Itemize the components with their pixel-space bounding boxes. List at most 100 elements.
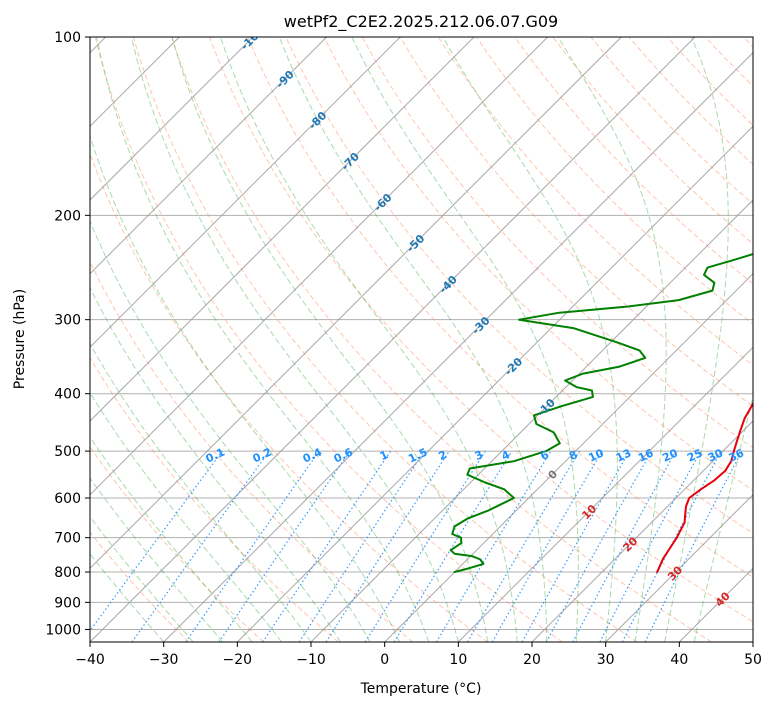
dry-adiabat (171, 37, 712, 642)
x-tick-label: 0 (380, 652, 389, 668)
isotherm-label: -70 (339, 150, 362, 173)
mixing-ratio-line (466, 450, 580, 642)
chart-title: wetPf2_C2E2.2025.212.06.07.G09 (284, 12, 558, 32)
dry-adiabat (90, 152, 488, 642)
x-tick-label: −40 (75, 652, 105, 668)
dry-adiabat (437, 37, 753, 366)
mixing-ratio-line (298, 450, 425, 642)
dry-adiabat (399, 37, 753, 407)
mixing-ratio-line (521, 450, 631, 642)
mixing-ratio-line (435, 450, 552, 642)
isotherm-line (605, 493, 753, 642)
moist-adiabat (90, 515, 194, 642)
moist-adiabat (351, 37, 579, 642)
moist-adiabat (90, 477, 223, 642)
isotherm-label: -50 (404, 232, 427, 255)
dry-adiabat (90, 260, 414, 642)
moist-adiabat (96, 37, 430, 642)
isotherm-label: -20 (502, 355, 525, 378)
plot-frame (89, 36, 754, 643)
isotherm-line (90, 37, 475, 422)
y-axis: 100 200 300 400 500 600 700 800 900 1000 (45, 30, 90, 638)
mixing-ratio-line (599, 450, 702, 642)
dry-adiabat (90, 531, 190, 642)
mixing-ratio-label: 20 (660, 446, 680, 464)
mixing-ratio-line (90, 450, 223, 632)
mixing-ratio-line (218, 450, 351, 642)
mixing-ratio-label: 3 (473, 448, 485, 463)
isotherm-label: -80 (306, 109, 329, 132)
dry-adiabat (132, 37, 638, 642)
y-tick-label: 500 (54, 444, 81, 460)
x-tick-label: 20 (523, 652, 541, 668)
mixing-ratio-label: 8 (567, 448, 579, 463)
mixing-ratio-line (325, 450, 450, 642)
isotherm-label: 10 (579, 502, 599, 522)
isotherm-line (90, 37, 401, 349)
temperature-profile-line (656, 401, 753, 573)
x-tick-label: −30 (149, 652, 179, 668)
dry-adiabat (285, 37, 753, 535)
moist-adiabat (90, 219, 371, 642)
dry-adiabat (743, 37, 753, 48)
moist-adiabat (664, 37, 729, 642)
x-tick-label: −20 (223, 652, 253, 668)
mixing-ratio-label: 16 (636, 446, 656, 464)
dry-adiabat (590, 37, 753, 205)
y-tick-label: 300 (54, 313, 81, 329)
mixing-ratio-label: 2 (437, 448, 449, 463)
mixing-ratio-label: 25 (685, 446, 704, 464)
mixing-ratio-label: 4 (500, 448, 513, 463)
isotherm-line (90, 37, 549, 496)
isotherm-line (678, 567, 753, 642)
y-tick-label: 400 (54, 387, 81, 403)
mixing-ratio-label: 0.1 (204, 446, 227, 466)
mixing-ratio-label: 1.5 (406, 446, 429, 466)
moist-adiabat (130, 37, 459, 642)
y-tick-label: 200 (54, 208, 81, 224)
mixing-ratio-line (491, 450, 603, 642)
mixing-ratio-label: 13 (614, 446, 633, 464)
mixing-ratio-label: 0.6 (332, 445, 355, 465)
moist-adiabat (442, 37, 618, 642)
dry-adiabat (361, 37, 753, 449)
y-tick-label: 700 (54, 531, 81, 547)
isotherm-label: -30 (469, 314, 492, 337)
mixing-ratio-line (545, 450, 653, 642)
isotherm-line (90, 37, 622, 570)
x-tick-label: 30 (597, 652, 615, 668)
y-tick-label: 1000 (45, 622, 81, 638)
isotherm-line (752, 641, 753, 642)
mixing-ratio-line (131, 450, 270, 642)
x-axis-title: Temperature (°C) (360, 681, 482, 697)
mixing-ratio-line (572, 450, 677, 642)
dewpoint-profile-line (449, 253, 753, 573)
dry-adiabat (552, 37, 753, 245)
moist-adiabat (693, 394, 753, 642)
moist-adiabat (90, 391, 282, 642)
y-axis-title: Pressure (hPa) (12, 289, 28, 389)
y-tick-label: 100 (54, 30, 81, 46)
moist-adiabat (171, 37, 489, 642)
isotherm-label: -90 (274, 68, 297, 91)
isotherm-line (384, 272, 753, 642)
x-tick-label: 10 (449, 652, 467, 668)
isotherm-line (163, 51, 753, 642)
plot-area (90, 37, 753, 642)
mixing-ratio-label: 10 (586, 446, 606, 464)
isotherm-label: -40 (437, 273, 460, 296)
isotherm-line (90, 37, 254, 201)
moist-adiabat (219, 37, 518, 642)
dry-adiabat (94, 37, 563, 642)
x-axis: −40 −30 −20 −10 0 10 20 30 40 50 (75, 642, 762, 668)
isotherm-line (457, 346, 753, 642)
mixing-ratio-label: 0.2 (251, 446, 274, 466)
dry-adiabat (666, 37, 753, 126)
dry-adiabat (323, 37, 753, 491)
isotherm-label: -10 (535, 396, 558, 419)
isotherm-label: 0 (546, 467, 561, 482)
mixing-ratio-label: 36 (727, 446, 747, 464)
y-tick-label: 800 (54, 565, 81, 581)
dry-adiabat (209, 37, 753, 623)
